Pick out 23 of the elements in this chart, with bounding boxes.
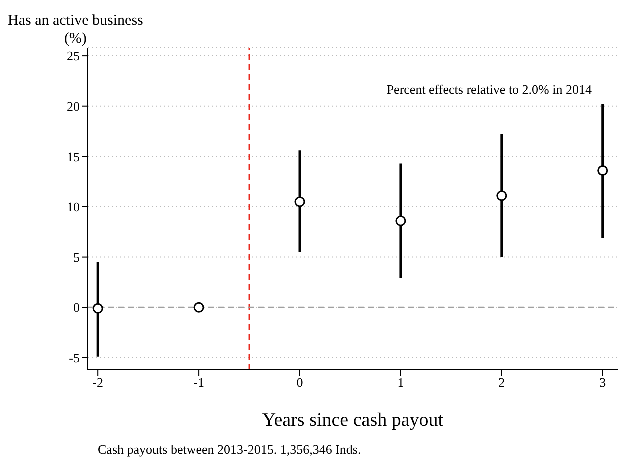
x-tick-label: -1 bbox=[194, 375, 204, 390]
y-tick-label: 10 bbox=[67, 200, 80, 215]
y-tick-label: -5 bbox=[69, 350, 80, 366]
y-tick-label: 15 bbox=[67, 149, 80, 164]
point bbox=[598, 166, 608, 176]
annotation: Percent effects relative to 2.0% in 2014 bbox=[386, 82, 592, 98]
y-tick-label: 0 bbox=[74, 300, 80, 316]
x-tick-label: 1 bbox=[398, 375, 404, 390]
x-tick-label: 3 bbox=[600, 375, 606, 390]
y-axis-title: Has an active business (%) bbox=[8, 12, 144, 48]
point bbox=[92, 303, 104, 314]
point bbox=[294, 196, 306, 208]
y-tick-label: 25 bbox=[67, 48, 80, 64]
x-tick-label: 2 bbox=[498, 375, 506, 390]
text: Cash payouts between 2013-2015. 1,356,346 Inds. bbox=[98, 442, 362, 458]
x-tick-label: 0 bbox=[296, 375, 304, 390]
x-axis-title: Years since cash payout bbox=[262, 410, 444, 431]
y-tick-label: 5 bbox=[74, 250, 80, 265]
point bbox=[396, 216, 406, 226]
x-tick-label: -2 bbox=[92, 375, 104, 390]
y-tick-label: 20 bbox=[67, 98, 80, 114]
point bbox=[496, 190, 508, 202]
point bbox=[194, 302, 204, 313]
